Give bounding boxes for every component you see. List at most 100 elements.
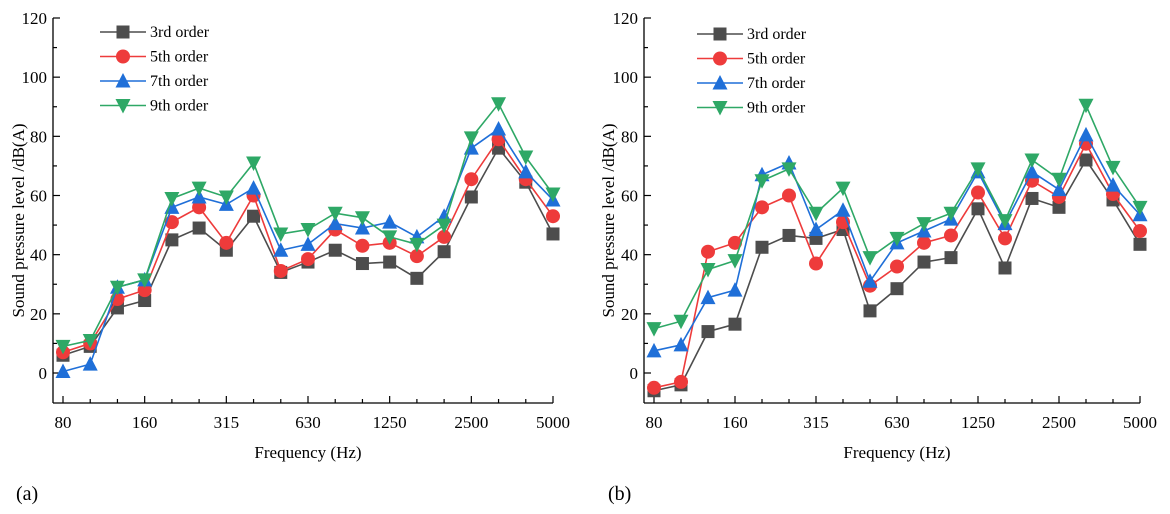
- series-5th-order: [647, 136, 1147, 395]
- legend-label: 9th order: [150, 98, 209, 115]
- legend-item: 7th order: [100, 73, 209, 90]
- data-point: [463, 131, 479, 146]
- y-tick-label: 20: [621, 305, 638, 324]
- data-point: [410, 271, 424, 285]
- y-tick-label: 80: [621, 127, 638, 146]
- legend-marker: [712, 101, 728, 116]
- x-tick-label: 160: [722, 413, 748, 432]
- data-point: [700, 262, 716, 278]
- data-point: [971, 202, 985, 216]
- data-point: [82, 333, 98, 349]
- x-tick-label: 315: [803, 413, 829, 432]
- data-point: [970, 162, 986, 177]
- data-point: [1133, 237, 1147, 251]
- data-point: [862, 273, 878, 288]
- data-point: [755, 240, 769, 254]
- data-point: [354, 220, 370, 235]
- data-point: [673, 314, 689, 330]
- data-point: [755, 200, 769, 215]
- data-point: [997, 214, 1013, 229]
- data-point: [355, 257, 369, 271]
- data-point: [1024, 163, 1040, 179]
- data-point: [863, 304, 877, 318]
- x-tick-label: 80: [55, 413, 72, 432]
- data-point: [917, 255, 931, 269]
- x-tick-label: 160: [132, 413, 158, 432]
- y-tick-label: 60: [30, 187, 47, 206]
- data-point: [889, 231, 905, 247]
- series-line: [62, 146, 554, 357]
- data-point: [727, 282, 743, 297]
- data-point: [646, 322, 662, 337]
- y-axis-title: Sound pressure level /dB(A): [599, 123, 618, 317]
- data-point: [219, 235, 234, 250]
- y-tick-label: 120: [613, 9, 639, 28]
- legend-label: 3rd order: [150, 24, 210, 41]
- data-point: [437, 229, 452, 244]
- data-point: [191, 181, 207, 197]
- data-point: [273, 263, 288, 278]
- data-point: [835, 181, 851, 197]
- legend-item: 9th order: [697, 100, 806, 117]
- data-point: [1078, 126, 1094, 142]
- x-tick-label: 315: [214, 413, 240, 432]
- data-point: [55, 363, 71, 379]
- data-point: [464, 190, 478, 204]
- data-point: [1052, 200, 1066, 214]
- data-point: [137, 273, 153, 288]
- chart-panel-b: 0 20 40 60 80 100 120 80 160 315 630 1250 2500 5000 Fr…: [599, 9, 1157, 505]
- data-point: [862, 251, 878, 266]
- data-point: [518, 163, 534, 179]
- x-tick-label: 1250: [373, 413, 407, 432]
- data-point: [273, 227, 289, 242]
- data-point: [971, 185, 985, 200]
- data-point: [246, 180, 262, 195]
- data-point: [998, 261, 1012, 275]
- data-point: [782, 228, 796, 242]
- data-point: [1024, 153, 1040, 168]
- data-point: [300, 223, 316, 238]
- legend-marker: [116, 49, 130, 64]
- x-tick-label: 630: [884, 413, 910, 432]
- data-point: [354, 211, 370, 226]
- x-tick-label: 630: [295, 413, 321, 432]
- data-point: [700, 289, 716, 305]
- data-point: [82, 356, 98, 371]
- data-point: [191, 188, 207, 204]
- data-point: [300, 236, 316, 251]
- data-point: [1105, 160, 1121, 176]
- legend-label: 9th order: [747, 100, 806, 117]
- legend-marker: [712, 75, 728, 90]
- data-point: [1133, 224, 1147, 238]
- data-point: [55, 339, 71, 355]
- y-tick-label: 20: [30, 305, 47, 324]
- x-tick-label: 2500: [1042, 413, 1076, 432]
- data-point: [917, 235, 931, 250]
- data-point: [1079, 153, 1093, 167]
- legend-label: 7th order: [150, 73, 209, 90]
- data-point: [409, 249, 424, 264]
- y-axis-title: Sound pressure level /dB(A): [9, 123, 28, 317]
- data-point: [890, 259, 904, 274]
- data-point: [808, 221, 824, 237]
- data-point: [781, 162, 797, 177]
- data-point: [673, 336, 689, 352]
- x-tick-label: 80: [646, 413, 663, 432]
- data-point: [1051, 172, 1067, 188]
- data-point: [246, 156, 262, 171]
- data-point: [192, 221, 206, 235]
- data-point: [383, 255, 397, 269]
- data-point: [218, 190, 234, 205]
- y-tick-label: 120: [22, 9, 48, 28]
- data-point: [165, 233, 179, 247]
- data-point: [890, 282, 904, 296]
- legend-marker: [713, 27, 727, 41]
- data-point: [437, 245, 451, 259]
- legend-item: 3rd order: [697, 26, 807, 43]
- data-point: [301, 252, 315, 267]
- data-point: [247, 209, 261, 223]
- panel-label: (b): [608, 483, 631, 505]
- data-point: [728, 317, 742, 331]
- chart-panel-a: 0 20 40 60 80 100 120 80 160 315 630 1250 2500 5000 Fr…: [9, 9, 570, 505]
- data-point: [409, 237, 425, 253]
